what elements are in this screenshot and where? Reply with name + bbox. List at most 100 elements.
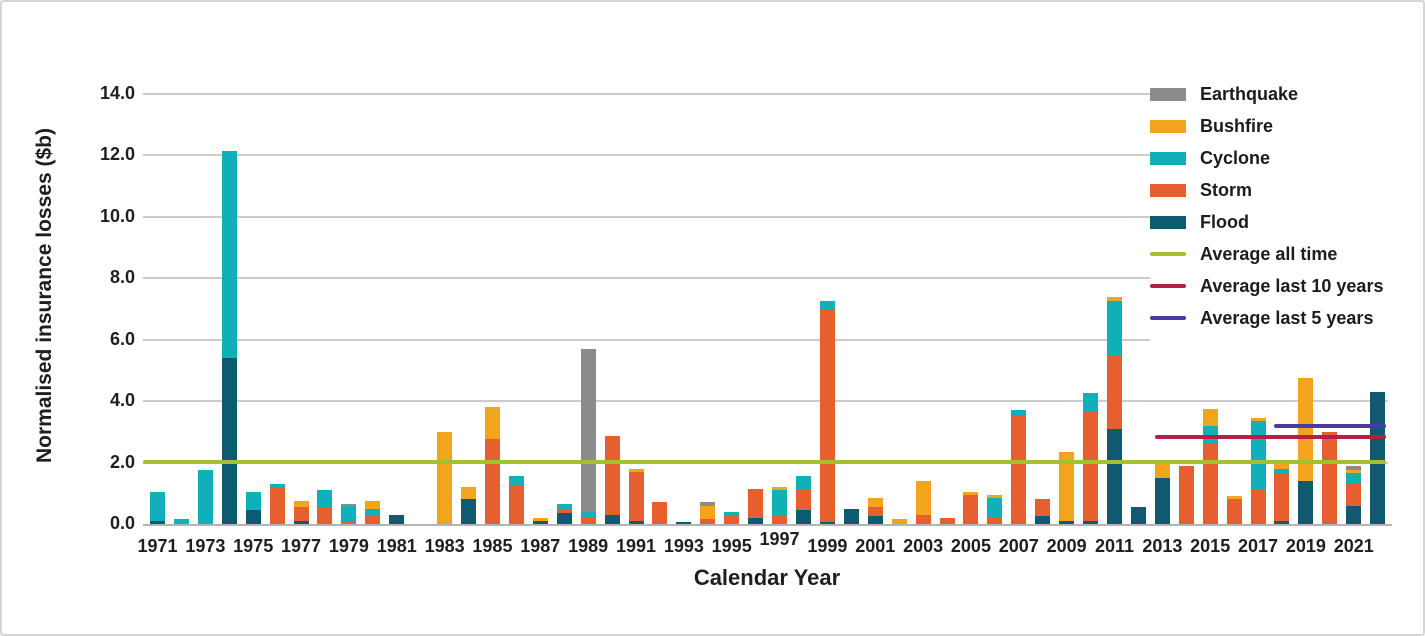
legend-item: Earthquake (1150, 78, 1412, 110)
x-tick-label: 2001 (855, 536, 896, 556)
x-tick-label: 2011 (1094, 536, 1135, 556)
legend-swatch-flood (1150, 215, 1186, 229)
bar-segment-storm (580, 517, 596, 524)
legend-label: Bushfire (1200, 115, 1274, 136)
bar-segment-cyclone (1011, 410, 1027, 415)
x-tick-label: 1977 (281, 536, 322, 556)
legend-swatch-bushfire (1150, 119, 1186, 133)
bar-segment-storm (508, 485, 524, 524)
bar-segment-cyclone (987, 497, 1003, 518)
y-tick-label: 0.0 (109, 513, 135, 533)
x-tick-label: 2009 (1046, 536, 1087, 556)
bar-segment-flood (1130, 507, 1146, 524)
bar-segment-cyclone (1107, 301, 1122, 355)
bar-segment-flood (1346, 505, 1362, 524)
x-tick-label: 1997 (759, 529, 800, 549)
legend-swatch-average-last-5-years (1150, 316, 1186, 320)
x-tick-label: 2017 (1238, 536, 1279, 556)
avg-line-average-all-time (143, 459, 1386, 464)
y-tick-label: 14.0 (99, 82, 135, 103)
bar-segment-storm (1322, 431, 1338, 524)
bar-segment-bushfire (461, 487, 477, 500)
bar-segment-storm (939, 517, 955, 524)
legend-item: Storm (1150, 174, 1412, 206)
bar-segment-flood (293, 520, 309, 524)
bar-segment-flood (795, 510, 811, 524)
bar-segment-bushfire (1154, 462, 1170, 478)
legend-label: Average last 10 years (1200, 275, 1384, 296)
legend-swatch-earthquake (1150, 87, 1186, 101)
bar-segment-earthquake (341, 504, 357, 506)
bar-segment-storm (987, 517, 1003, 524)
bar-segment-cyclone (1083, 393, 1099, 412)
x-tick-label: 1989 (568, 536, 609, 556)
bar-segment-bushfire (1250, 417, 1266, 422)
bar-segment-bushfire (1226, 496, 1242, 500)
bar-segment-flood (221, 358, 237, 524)
bar-segment-cyclone (221, 150, 237, 359)
legend: Earthquake Bushfire Cyclone Storm Flood Avera… (1150, 72, 1412, 344)
bar-segment-flood (1154, 477, 1170, 524)
bar-segment-bushfire (1346, 470, 1362, 474)
y-tick-label: 4.0 (109, 390, 135, 411)
bar-segment-bushfire (1298, 378, 1314, 481)
bar-segment-cyclone (245, 491, 261, 511)
bar-segment-cyclone (772, 490, 788, 515)
legend-item: Cyclone (1150, 142, 1412, 174)
bar-segment-bushfire (700, 505, 716, 520)
x-tick-label: 2015 (1190, 536, 1231, 556)
bar-segment-storm (1346, 482, 1362, 506)
bar-segment-bushfire (1059, 451, 1075, 521)
bar-segment-storm (556, 510, 572, 514)
bar-segment-storm (293, 507, 309, 521)
bar-segment-flood (1274, 520, 1290, 524)
bar-segment-cyclone (173, 519, 189, 524)
bar-segment-bushfire (772, 487, 788, 491)
bar-segment-cyclone (150, 491, 165, 521)
bar-segment-storm (604, 436, 620, 515)
bar-segment-earthquake (580, 348, 596, 512)
legend-item: Flood (1150, 206, 1412, 238)
bar-segment-flood (604, 514, 620, 524)
y-tick-label: 8.0 (109, 267, 135, 288)
bar-segment-cyclone (317, 490, 333, 508)
legend-label: Earthquake (1200, 83, 1299, 104)
bar-segment-flood (628, 520, 644, 524)
bar-segment-flood (556, 513, 572, 524)
avg-line-average-last-10-years (1154, 435, 1386, 440)
x-tick-label: 1979 (328, 536, 369, 556)
bar-segment-storm (1178, 465, 1194, 524)
bar-segment-storm (628, 471, 644, 521)
bar-segment-bushfire (1274, 464, 1290, 469)
bar-segment-flood (1107, 428, 1122, 524)
bar-segment-flood (867, 516, 883, 524)
bar-segment-cyclone (1202, 425, 1218, 445)
y-tick-label: 10.0 (99, 205, 135, 226)
gridline (143, 400, 1388, 403)
bar-segment-storm (1083, 411, 1099, 521)
bar-segment-flood (389, 514, 405, 524)
x-tick-label: 1985 (472, 536, 513, 556)
legend-swatch-average-all-time (1150, 252, 1186, 256)
bar-segment-storm (867, 507, 883, 517)
x-tick-label: 1981 (376, 536, 417, 556)
gridline (143, 338, 1388, 341)
bar-segment-bushfire (532, 517, 548, 521)
bar-segment-bushfire (484, 407, 500, 440)
bar-segment-cyclone (724, 511, 740, 515)
bar-segment-cyclone (819, 301, 835, 309)
y-tick-label: 2.0 (109, 451, 135, 472)
bar-segment-storm (317, 507, 333, 524)
bar-segment-bushfire (365, 500, 381, 509)
x-axis-title: Calendar Year (693, 565, 841, 590)
legend-swatch-cyclone (1150, 151, 1186, 165)
bar-segment-bushfire (891, 519, 907, 524)
legend-label: Flood (1200, 211, 1249, 232)
bar-segment-storm (1035, 499, 1051, 517)
legend-item: Bushfire (1150, 110, 1412, 142)
bar-segment-cyclone (1250, 421, 1266, 491)
bar-segment-cyclone (341, 505, 357, 521)
x-tick-label: 1975 (233, 536, 274, 556)
bar-segment-storm (795, 490, 811, 511)
bar-segment-bushfire (1202, 408, 1218, 426)
